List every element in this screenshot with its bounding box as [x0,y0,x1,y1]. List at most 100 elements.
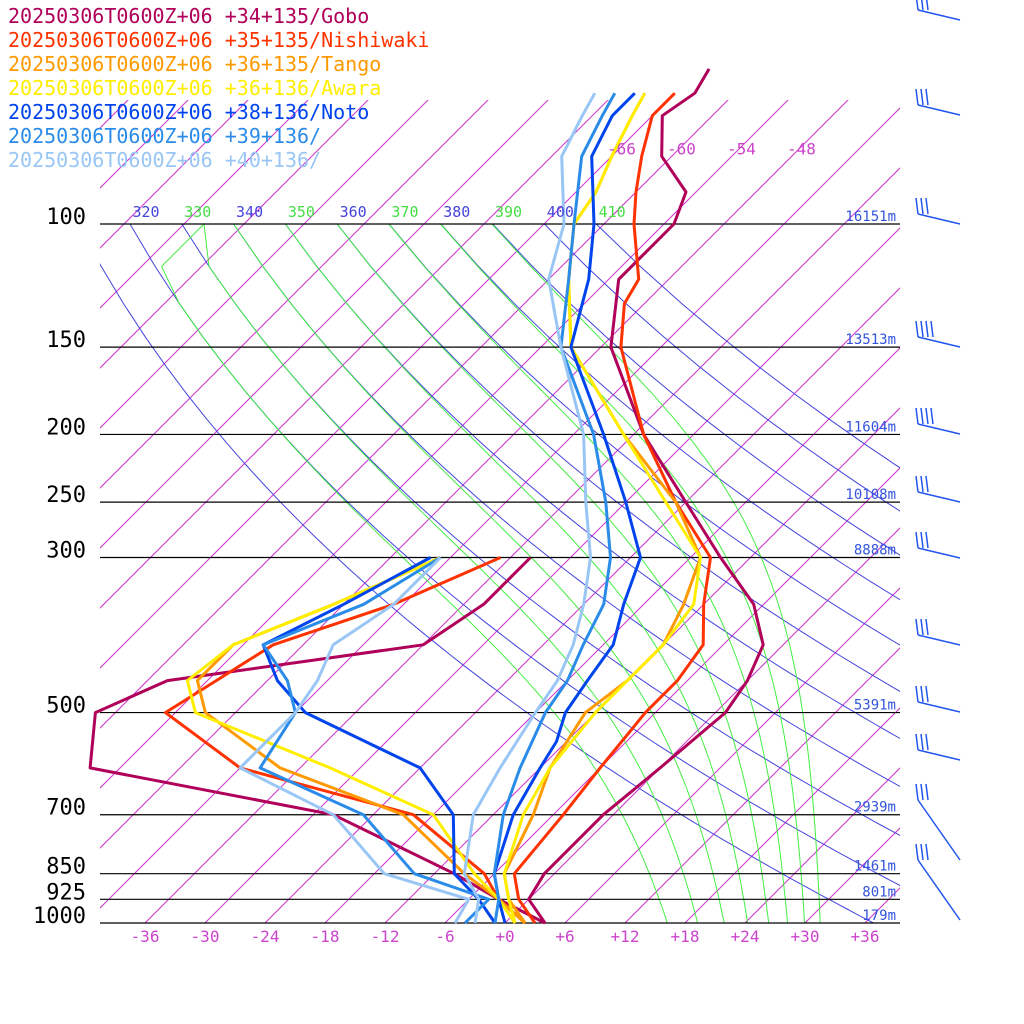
isotherm-line [744,767,900,923]
pressure-label: 1000 [33,904,86,929]
legend-item: 20250306T0600Z+06 +36+136/Awara [8,76,382,100]
theta-label: 400 [547,203,574,221]
theta-label: 360 [340,203,367,221]
x-tick-label: -12 [371,927,400,946]
legend: 20250306T0600Z+06 +34+135/Gobo 20250306T0… [8,4,429,172]
wind-barb [915,733,961,761]
dry-adiabat [233,223,900,787]
pressure-label: 100 [46,205,86,230]
isotherm-line [100,100,789,789]
x-tick-label: +36 [851,927,880,946]
theta-label: 350 [288,203,315,221]
isotherm-line [204,227,900,923]
isotherm-line [564,587,900,923]
wind-barb [915,197,961,225]
theta-label: 380 [443,203,470,221]
legend-item: 20250306T0600Z+06 +40+136/ [8,148,322,172]
isotherm-line [804,827,900,923]
wind-barb [915,783,961,861]
pressure-label: 200 [46,415,86,440]
theta-label: 330 [184,203,211,221]
theta-label: 320 [132,203,159,221]
x-tick-label: +24 [731,927,760,946]
x-tick-label: +6 [555,927,574,946]
x-tick-label: -18 [311,927,340,946]
series-dewpoint-line-3 [185,556,517,924]
isotherm-line [925,69,1024,923]
isotherm-line [100,100,489,489]
x-tick-label: -6 [435,927,454,946]
isotherm-line [100,107,900,909]
isotherm-line [444,467,900,923]
legend-item: 20250306T0600Z+06 +38+136/Noto [8,100,370,124]
pressure-label: 925 [46,880,86,905]
isotherm-line [100,100,189,189]
series-temperature-line-1 [512,92,712,924]
x-tick-label: -36 [131,927,160,946]
theta-label: 370 [391,203,418,221]
wind-barb [915,475,961,503]
wind-barb [915,843,961,921]
isotherm-label: -48 [787,140,816,159]
wind-barb [915,407,961,435]
wind-barb [915,320,961,348]
isotherm-line [100,100,729,729]
legend-item: 20250306T0600Z+06 +36+135/Tango [8,52,382,76]
isotherm-line [0,69,39,923]
dry-adiabat [595,223,900,469]
dry-adiabat-lines [100,223,900,923]
pressure-label: 300 [46,539,86,564]
height-label: 11604m [845,419,896,435]
legend-item: 20250306T0600Z+06 +39+136/ [8,124,322,148]
moist-adiabat-lines [160,223,821,923]
isotherm-line [100,100,429,429]
sounding-series [88,68,765,925]
isotherm-line [100,100,309,309]
series-temperature-line-3 [502,92,702,924]
height-label: 5391m [854,698,896,714]
isotherm-line [985,69,1024,923]
pressure-label: 250 [46,483,86,508]
x-tick-label: +12 [611,927,640,946]
height-label: 179m [862,908,896,924]
x-tick-label: +18 [671,927,700,946]
height-label: 8888m [854,543,896,559]
theta-label: 340 [236,203,263,221]
pressure-label: 150 [46,328,86,353]
wind-barb [915,0,961,21]
moist-adiabat [233,223,725,923]
axis-labels: 100 16151m 150 13513m 200 11604m 250 10108m 300 8… [33,140,896,946]
wind-barb [915,531,961,559]
wind-barb [915,618,961,646]
wind-barb [915,88,961,116]
isotherm-line [684,707,900,923]
isotherm-line [100,100,849,849]
isotherm-lines [0,69,1024,923]
wind-barb [915,685,961,713]
wind-barbs [915,0,961,921]
isotherm-label: -66 [607,140,636,159]
isotherm-label: -60 [667,140,696,159]
height-label: 2939m [854,800,896,816]
series-temperature-line-0 [527,68,765,924]
pressure-label: 500 [46,694,86,719]
isotherm-line [504,527,900,923]
x-tick-label: -30 [191,927,220,946]
isotherm-line [100,100,369,369]
isotherm-label: -54 [727,140,756,159]
series-temperature-line-5 [492,92,617,924]
height-label: 10108m [845,487,896,503]
height-label: 801m [862,884,896,900]
legend-item: 20250306T0600Z+06 +34+135/Gobo [8,4,370,28]
isotherm-line [384,407,900,923]
x-tick-label: -24 [251,927,280,946]
isotherm-line [624,647,900,923]
isotherm-line [100,100,249,249]
isotherm-line [264,287,900,923]
isotherm-line [100,100,549,549]
x-tick-label: +0 [495,927,514,946]
series-temperature-line-4 [492,92,642,924]
isobar-lines [100,223,900,924]
theta-label: 410 [599,203,626,221]
